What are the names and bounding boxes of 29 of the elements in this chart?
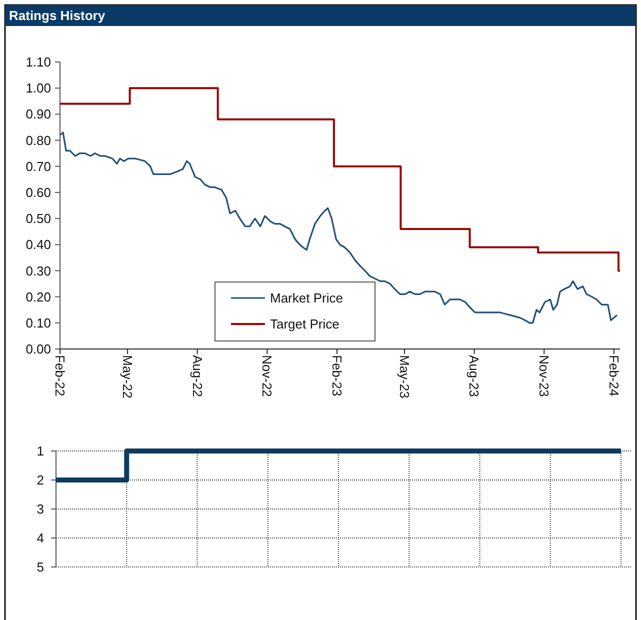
y-tick-label: 0.50 (26, 211, 51, 226)
y-tick-label: 3 (36, 502, 44, 517)
x-tick-label: May-23 (396, 355, 412, 398)
x-tick-label: May-22 (120, 355, 135, 398)
chart-title: Ratings History (9, 8, 106, 23)
x-tick-label: Aug-22 (190, 355, 205, 397)
y-tick-label: 0.60 (26, 185, 51, 200)
y-tick-label: 0.30 (26, 263, 51, 278)
y-tick-label: 0.40 (26, 237, 51, 252)
x-tick-label: Nov-23 (536, 355, 552, 397)
y-tick-label: 1.00 (26, 80, 51, 96)
y-tick-label: 5 (36, 560, 44, 575)
y-tick-label: 0.20 (26, 289, 51, 304)
y-tick-label: 0.90 (26, 106, 51, 122)
y-tick-label: 1 (36, 444, 44, 459)
y-tick-label: 2 (36, 472, 44, 488)
legend-label: Market Price (270, 290, 343, 306)
x-tick-label: Aug-23 (466, 355, 482, 397)
y-tick-label: 0.10 (26, 315, 51, 330)
y-tick-label: 0.70 (26, 158, 51, 174)
x-tick-label: Feb-24 (606, 355, 622, 396)
y-tick-label: 0.80 (26, 132, 51, 148)
y-tick-label: 4 (36, 530, 44, 546)
x-tick-label: Feb-22 (52, 355, 68, 396)
legend-label: Target Price (270, 316, 340, 332)
y-tick-label: 0.00 (26, 342, 51, 357)
x-tick-label: Feb-23 (329, 355, 344, 396)
x-tick-label: Nov-22 (260, 355, 275, 397)
y-tick-label: 1.10 (26, 54, 51, 70)
